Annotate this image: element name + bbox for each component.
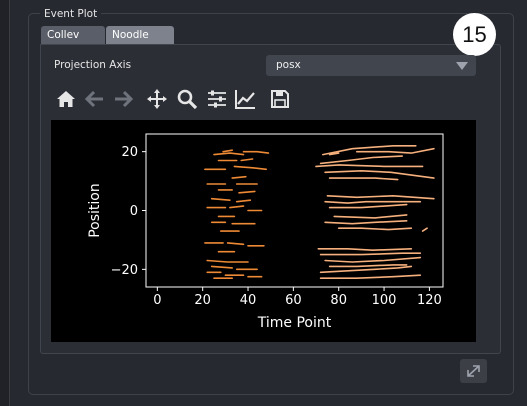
x-axis-label: Time Point xyxy=(257,315,332,331)
track-line xyxy=(233,165,267,171)
track-line xyxy=(328,152,340,156)
edit-axes-icon xyxy=(235,90,255,109)
x-tick-label: 0 xyxy=(153,293,161,308)
track-line xyxy=(226,242,245,246)
track-line xyxy=(333,214,408,219)
track-line xyxy=(324,220,408,225)
forward-button[interactable] xyxy=(112,88,134,110)
track-line xyxy=(319,155,404,165)
edit-axes-button[interactable] xyxy=(234,88,256,110)
home-icon xyxy=(57,91,75,107)
x-tick-label: 40 xyxy=(240,293,257,308)
track-line xyxy=(210,265,233,269)
x-tick-label: 80 xyxy=(330,293,347,308)
track-line xyxy=(206,259,249,263)
y-axis-label: Position xyxy=(87,183,103,238)
forward-arrow-icon xyxy=(115,90,134,108)
tab-collev-plot[interactable]: Collev Plot xyxy=(41,26,105,59)
track-line xyxy=(326,194,435,200)
track-line xyxy=(213,152,245,156)
projection-axis-dropdown[interactable]: posx xyxy=(266,55,476,76)
track-line xyxy=(324,200,422,204)
track-line xyxy=(210,197,231,201)
track-line xyxy=(315,164,424,168)
pan-button[interactable] xyxy=(146,88,168,110)
zoom-button[interactable] xyxy=(176,88,198,110)
track-line xyxy=(355,147,435,154)
projection-axis-label: Projection Axis xyxy=(54,59,132,71)
track-line xyxy=(319,265,413,274)
configure-subplots-icon xyxy=(208,90,226,108)
group-title: Event Plot xyxy=(40,7,102,21)
zoom-icon xyxy=(177,89,198,110)
track-line xyxy=(328,264,408,268)
y-tick-label: 20 xyxy=(121,145,138,160)
track-line xyxy=(337,227,413,231)
event-chart: 0 20 40 60 80 100 120 −20 0 20 Time Point Position xyxy=(87,133,444,331)
track-line xyxy=(229,205,245,209)
expand-icon xyxy=(467,365,480,377)
save-button[interactable] xyxy=(269,88,291,110)
track-line xyxy=(324,256,422,263)
track-line xyxy=(222,149,233,153)
x-tick-label: 60 xyxy=(285,293,302,308)
track-line xyxy=(238,190,256,194)
back-button[interactable] xyxy=(84,88,106,110)
track-line xyxy=(231,175,247,179)
home-button[interactable] xyxy=(55,88,77,110)
event-plot-canvas[interactable]: 0 20 40 60 80 100 120 −20 0 20 Time Point Position xyxy=(51,120,476,342)
pan-icon xyxy=(147,89,167,109)
x-tick-label: 100 xyxy=(372,293,397,308)
expand-button[interactable] xyxy=(460,359,487,383)
tab-noodle-plot[interactable]: Noodle Plot xyxy=(106,26,174,59)
track-line xyxy=(319,274,422,279)
chevron-down-icon xyxy=(456,62,468,70)
track-line xyxy=(328,177,399,181)
y-tick-label: −20 xyxy=(111,263,138,278)
track-line xyxy=(328,203,408,209)
track-line xyxy=(421,227,428,232)
left-panel-edge xyxy=(0,0,10,406)
track-line xyxy=(240,158,254,162)
y-tick-label: 0 xyxy=(130,204,138,219)
back-arrow-icon xyxy=(84,90,103,108)
track-line xyxy=(321,144,417,156)
x-tick-label: 20 xyxy=(194,293,211,308)
track-line xyxy=(324,169,435,179)
step-number-badge: 15 xyxy=(453,13,496,56)
configure-subplots-button[interactable] xyxy=(206,88,228,110)
track-line xyxy=(319,252,422,256)
track-line xyxy=(242,150,270,154)
track-line xyxy=(317,248,413,252)
projection-axis-value: posx xyxy=(276,59,301,71)
x-tick-label: 120 xyxy=(417,293,442,308)
save-icon xyxy=(271,90,289,108)
track-line xyxy=(235,199,252,203)
